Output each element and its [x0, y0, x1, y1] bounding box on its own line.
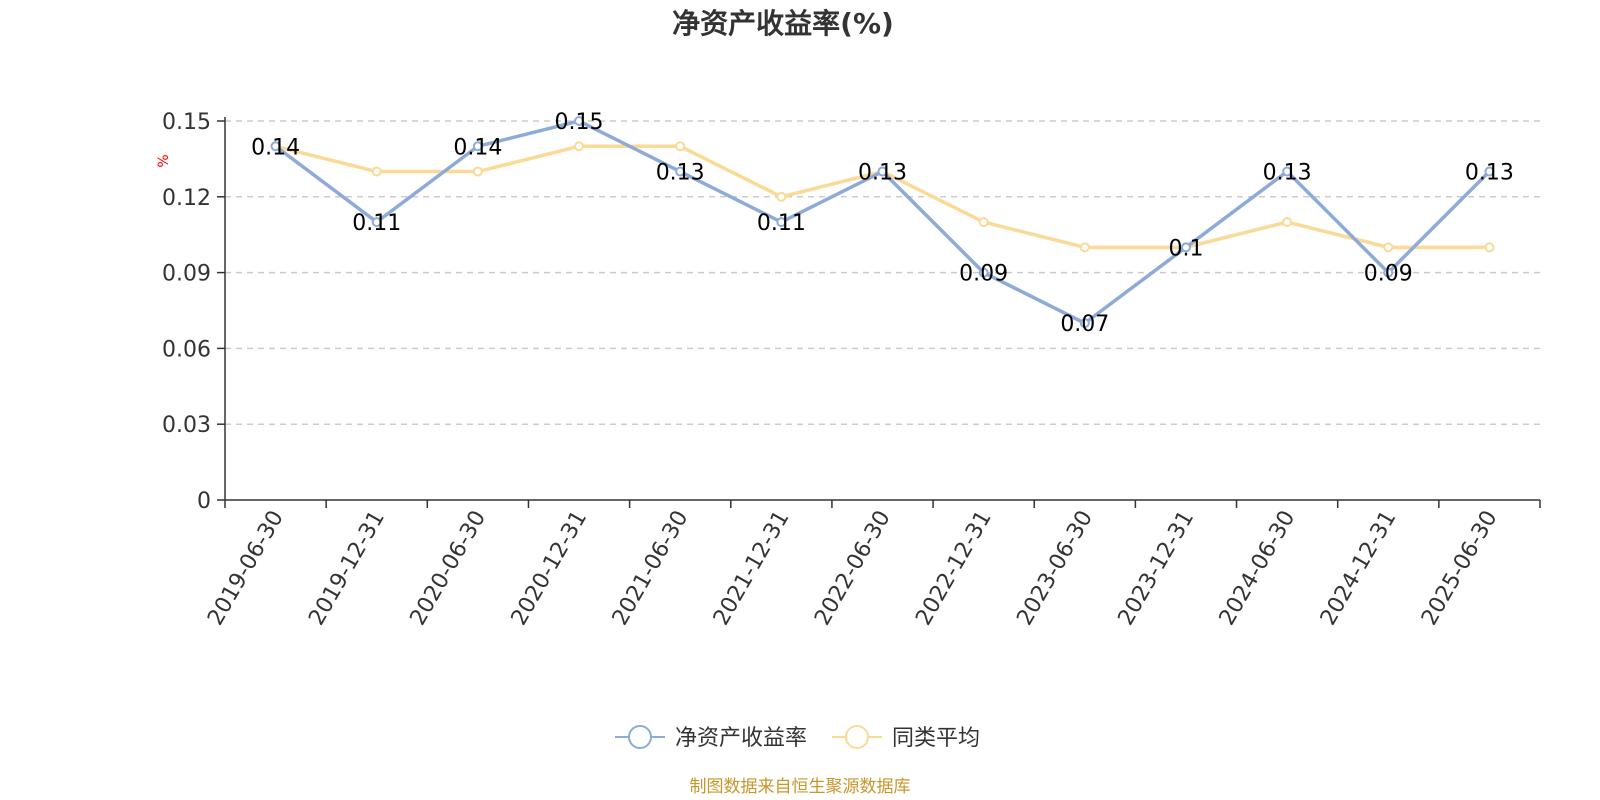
data-point [978, 267, 989, 278]
data-point [574, 141, 585, 152]
chart-title: 净资产收益率(%) [672, 7, 894, 40]
data-point [776, 217, 787, 228]
data-point [1180, 242, 1191, 253]
legend-label: 净资产收益率 [675, 726, 807, 751]
data-point [877, 166, 888, 177]
data-point [371, 217, 382, 228]
data-point [1383, 242, 1394, 253]
x-tick-labels: 2019-06-30 2019-12-31 2020-06-30 2020-12-31… [203, 506, 1502, 629]
data-label: 0.09 [959, 262, 1008, 287]
x-tick-label: 2023-06-30 [1012, 507, 1098, 630]
source-note: 制图数据来自恒生聚源数据库 [690, 777, 911, 797]
y-tick-label: 0.03 [162, 413, 211, 438]
data-point [574, 116, 585, 126]
data-labels: 0.14 0.11 0.14 0.15 0.13 0.11 0.13 0.09 0.07 0.1 0… [251, 110, 1514, 337]
x-tick-label: 2021-12-31 [709, 507, 795, 630]
data-point [1282, 217, 1293, 228]
x-tick-label: 2023-12-31 [1114, 507, 1200, 630]
series-layer [270, 116, 1495, 329]
data-point [675, 166, 686, 177]
data-label: 0.13 [1465, 161, 1514, 186]
legend-swatch-marker [628, 725, 652, 749]
legend-label: 同类平均 [892, 726, 980, 751]
data-point [1383, 267, 1394, 278]
data-label: 0.13 [656, 161, 705, 186]
x-tick-label: 2022-12-31 [911, 506, 997, 629]
data-point [270, 141, 281, 152]
y-tick-label: 0.12 [162, 186, 211, 211]
y-tick-label: 0.15 [162, 110, 211, 135]
data-label: 0.13 [1263, 161, 1312, 186]
data-point [978, 217, 989, 228]
legend-item-1[interactable]: 净资产收益率 [615, 725, 807, 751]
axes [217, 117, 1541, 508]
legend[interactable]: 净资产收益率 同类平均 [615, 725, 980, 751]
data-label: 0.07 [1060, 312, 1109, 337]
x-tick-label: 2020-12-31 [507, 507, 593, 630]
y-tick-label: 0.09 [162, 262, 211, 287]
data-point [472, 166, 483, 177]
data-label: 0.15 [555, 110, 604, 135]
data-point [776, 191, 787, 202]
y-axis-label: % [156, 154, 172, 167]
data-label: 0.09 [1364, 262, 1413, 287]
data-point [472, 141, 483, 152]
data-point [1079, 318, 1090, 329]
x-tick-label: 2019-12-31 [304, 507, 390, 630]
data-point [1484, 242, 1495, 253]
data-label: 0.11 [757, 211, 806, 236]
data-point [371, 166, 382, 177]
series-1 [270, 116, 1495, 329]
data-point [1282, 166, 1293, 177]
y-tick-label: 0.06 [162, 337, 211, 362]
x-tick-label: 2025-06-30 [1417, 507, 1503, 630]
x-tick-label: 2020-06-30 [406, 507, 492, 630]
x-tick-label: 2021-06-30 [608, 507, 694, 630]
x-tick-label: 2024-06-30 [1215, 507, 1301, 630]
data-label: 0.14 [453, 135, 502, 160]
data-point [675, 141, 686, 152]
data-label: 0.14 [251, 135, 300, 160]
legend-item-2[interactable]: 同类平均 [832, 725, 980, 751]
x-tick-label: 2022-06-30 [810, 507, 896, 630]
x-tick-label: 2024-12-31 [1316, 507, 1402, 630]
y-tick-label: 0 [197, 489, 211, 514]
data-point [1484, 166, 1495, 177]
y-tick-labels: 0 0.03 0.06 0.09 0.12 0.15 [162, 110, 211, 514]
data-label: 0.13 [858, 161, 907, 186]
data-label: 0.11 [352, 211, 401, 236]
data-point [1079, 242, 1090, 253]
legend-swatch-marker [845, 725, 870, 749]
x-tick-label: 2019-06-30 [203, 507, 289, 630]
data-label: 0.1 [1168, 236, 1203, 261]
